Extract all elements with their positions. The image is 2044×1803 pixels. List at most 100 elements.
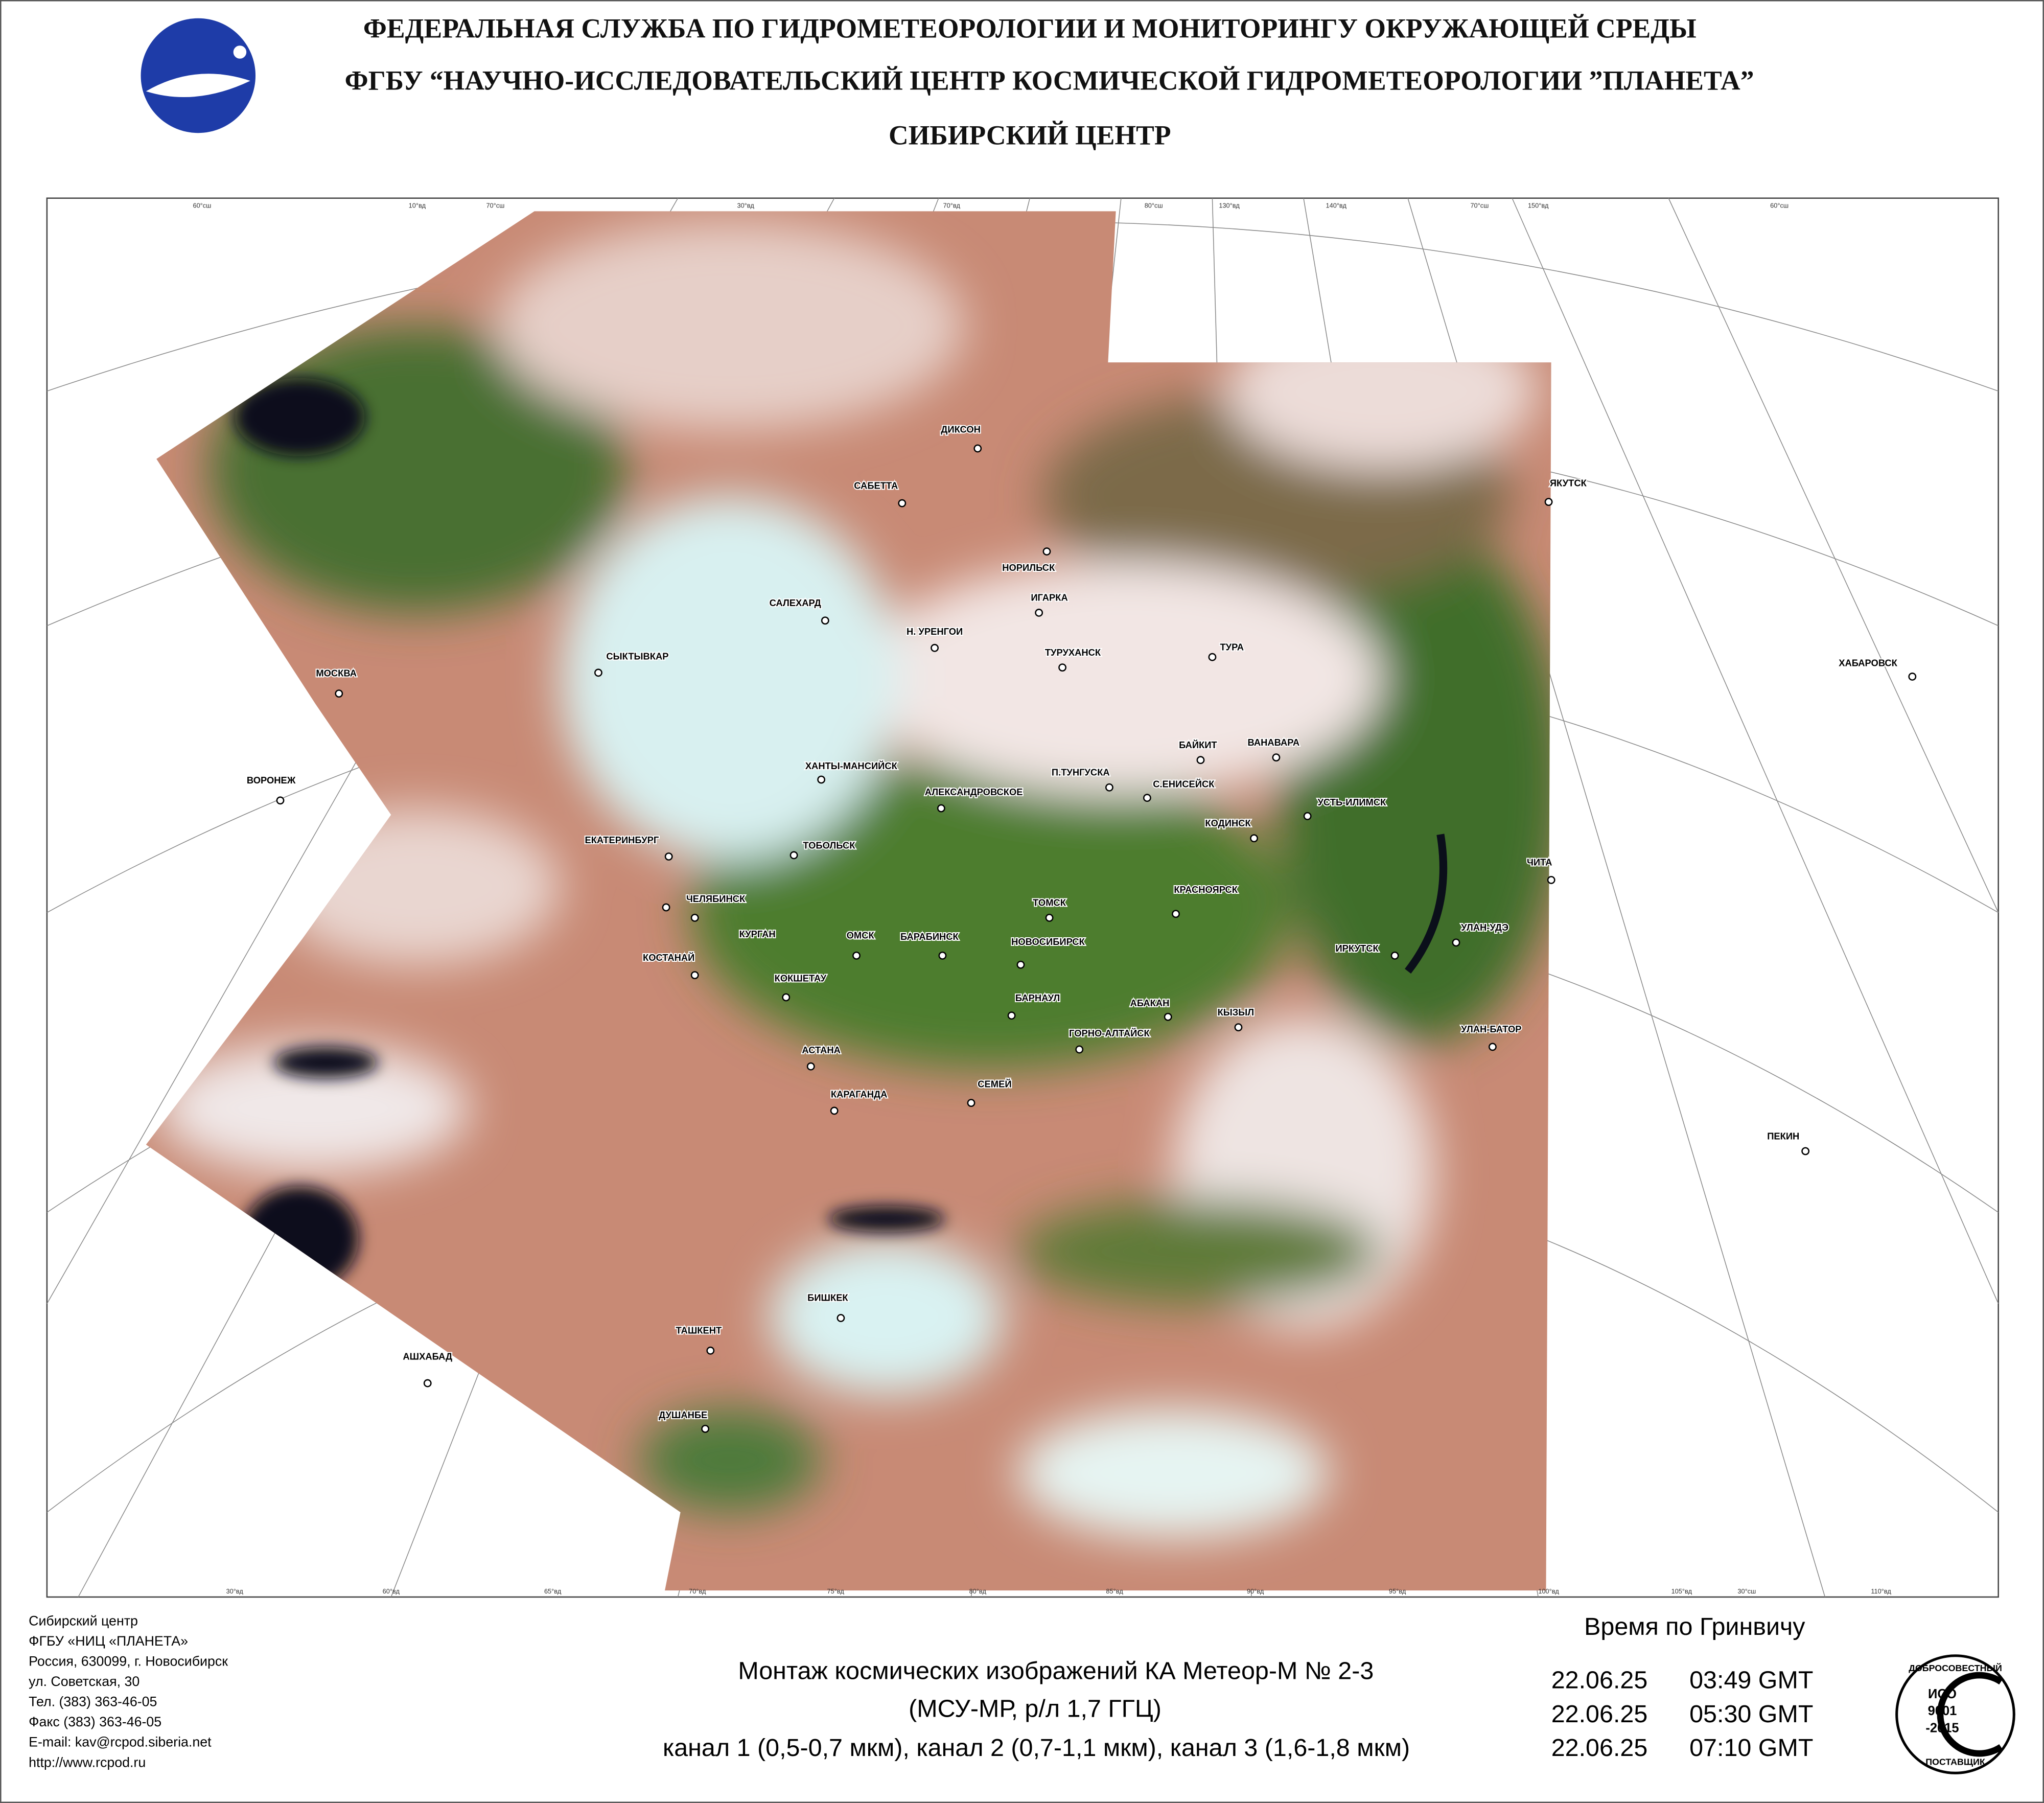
contact-line: ул. Советская, 30 xyxy=(29,1674,140,1689)
city-marker xyxy=(1488,1043,1497,1051)
graticule-label: 60°сш xyxy=(1770,201,1788,209)
city-marker xyxy=(821,616,829,625)
city-marker xyxy=(423,1379,432,1388)
time-value: 03:49 GMT xyxy=(1689,1667,1813,1694)
graticule-label: 85°вд xyxy=(1106,1587,1123,1595)
city-label: ВОРОНЕЖ xyxy=(247,775,296,785)
city-label: КАРАГАНДА xyxy=(831,1089,887,1100)
city-label: ЕКАТЕРИНБУРГ xyxy=(585,835,659,845)
contact-line: ФГБУ «НИЦ «ПЛАНЕТА» xyxy=(29,1633,188,1649)
city-label: КОДИНСК xyxy=(1205,818,1251,828)
city-marker xyxy=(335,689,343,698)
city-marker xyxy=(706,1346,715,1355)
city-marker xyxy=(898,499,907,507)
city-label: КЫЗЫЛ xyxy=(1218,1007,1255,1018)
graticule-label: 80°сш xyxy=(1145,201,1163,209)
city-label: ТУРУХАНСК xyxy=(1045,647,1101,658)
city-label: ПЕКИН xyxy=(1767,1130,1799,1141)
city-marker xyxy=(1452,938,1460,947)
city-marker xyxy=(931,643,939,652)
header-line: ФЕДЕРАЛЬНАЯ СЛУЖБА ПО ГИДРОМЕТЕОРОЛОГИИ … xyxy=(363,13,1697,44)
city-label: КУРГАН xyxy=(739,929,776,939)
city-marker xyxy=(1208,653,1217,661)
city-label: НОРИЛЬСК xyxy=(1002,562,1055,573)
city-marker xyxy=(594,668,602,677)
city-label: ИГАРКА xyxy=(1031,592,1067,603)
city-label: ИРКУТСК xyxy=(1335,943,1379,954)
caption: (МСУ-МР, р/л 1,7 ГГЦ) xyxy=(909,1695,1162,1723)
caption: канал 1 (0,5-0,7 мкм), канал 2 (0,7-1,1 … xyxy=(663,1734,1410,1762)
city-label: МОСКВА xyxy=(316,668,357,679)
city-marker xyxy=(276,796,285,805)
time-value: 05:30 GMT xyxy=(1689,1700,1813,1728)
city-marker xyxy=(690,971,699,980)
city-marker xyxy=(1058,663,1066,672)
city-marker xyxy=(817,775,826,784)
city-marker xyxy=(1164,1012,1172,1021)
city-marker xyxy=(1172,910,1180,918)
graticule-label: 80°вд xyxy=(969,1587,987,1595)
city-label: ГОРНО-АЛТАЙСК xyxy=(1069,1028,1150,1038)
city-marker xyxy=(1250,834,1258,843)
city-label: СЫКТЫВКАР xyxy=(606,651,668,662)
contact-line: http://www.rcpod.ru xyxy=(29,1754,146,1770)
graticule-label: 30°вд xyxy=(737,201,755,209)
city-marker xyxy=(1272,753,1281,762)
city-label: АСТАНА xyxy=(802,1045,840,1055)
city-marker xyxy=(1075,1045,1084,1054)
city-marker xyxy=(806,1062,815,1071)
city-label: КОКШЕТАУ xyxy=(775,973,827,984)
header-line: СИБИРСКИЙ ЦЕНТР xyxy=(889,120,1171,151)
city-marker xyxy=(664,852,673,861)
graticule-label: 65°вд xyxy=(544,1587,562,1595)
contact-line: Тел. (383) 363-46-05 xyxy=(29,1694,157,1709)
graticule-label: 110°вд xyxy=(1871,1587,1891,1595)
city-label: ВАНАВАРА xyxy=(1248,737,1300,748)
city-marker xyxy=(789,851,798,860)
city-label: СЕМЕЙ xyxy=(978,1078,1011,1089)
caption: Монтаж космических изображений КА Метеор… xyxy=(738,1657,1374,1685)
city-marker xyxy=(1035,609,1043,617)
city-marker xyxy=(852,951,861,960)
city-label: БАЙКИТ xyxy=(1179,739,1217,750)
contact-line: Россия, 630099, г. Новосибирск xyxy=(29,1654,228,1669)
graticule-label: 60°вд xyxy=(383,1587,400,1595)
city-label: АБАКАН xyxy=(1130,998,1170,1008)
badge-text: 9001 xyxy=(1928,1704,1957,1718)
time-title: Время по Гринвичу xyxy=(1584,1613,1805,1640)
city-marker xyxy=(662,903,670,912)
graticule-label: 70°вд xyxy=(943,201,961,209)
city-marker xyxy=(1390,951,1399,960)
graticule-label: 100°вд xyxy=(1538,1587,1559,1595)
city-label: НОВОСИБИРСК xyxy=(1011,936,1085,947)
badge-text: ИСО xyxy=(1928,1687,1957,1701)
contact-line: Сибирский центр xyxy=(29,1613,138,1628)
city-marker xyxy=(690,913,699,922)
time-date: 22.06.25 xyxy=(1551,1734,1648,1762)
graticule-label: 75°вд xyxy=(827,1587,845,1595)
city-marker xyxy=(701,1424,710,1433)
time-date: 22.06.25 xyxy=(1551,1667,1648,1694)
city-marker xyxy=(1045,913,1054,922)
city-label: ТОБОЛЬСК xyxy=(803,840,855,850)
city-label: ХАБАРОВСК xyxy=(1839,657,1897,668)
city-label: ЧИТА xyxy=(1527,857,1552,868)
city-marker xyxy=(973,444,982,453)
contact-line: Факс (383) 363-46-05 xyxy=(29,1714,161,1729)
city-label: ЧЕЛЯБИНСК xyxy=(686,893,746,904)
badge-text: -2015 xyxy=(1925,1721,1959,1735)
city-marker xyxy=(1547,876,1555,884)
city-label: АЛЕКСАНДРОВСКОЕ xyxy=(925,787,1023,797)
city-label: С.ЕНИСЕЙСК xyxy=(1153,779,1215,790)
header-line: ФГБУ “НАУЧНО-ИССЛЕДОВАТЕЛЬСКИЙ ЦЕНТР КОС… xyxy=(345,65,1754,96)
map: 60°сш 10°вд 70°сш 30°вд 70°вд 80°сш 130°вд 140°… xyxy=(46,197,1999,1598)
city-label: ТАШКЕНТ xyxy=(676,1325,722,1335)
city-label: ОМСК xyxy=(847,930,875,940)
city-marker xyxy=(1544,498,1553,506)
graticule-label: 70°сш xyxy=(486,201,504,209)
graticule-label: 105°вд xyxy=(1671,1587,1692,1595)
city-label: ДИКСОН xyxy=(941,424,981,435)
graticule-label: 130°вд xyxy=(1219,201,1240,209)
city-marker xyxy=(1234,1023,1243,1032)
